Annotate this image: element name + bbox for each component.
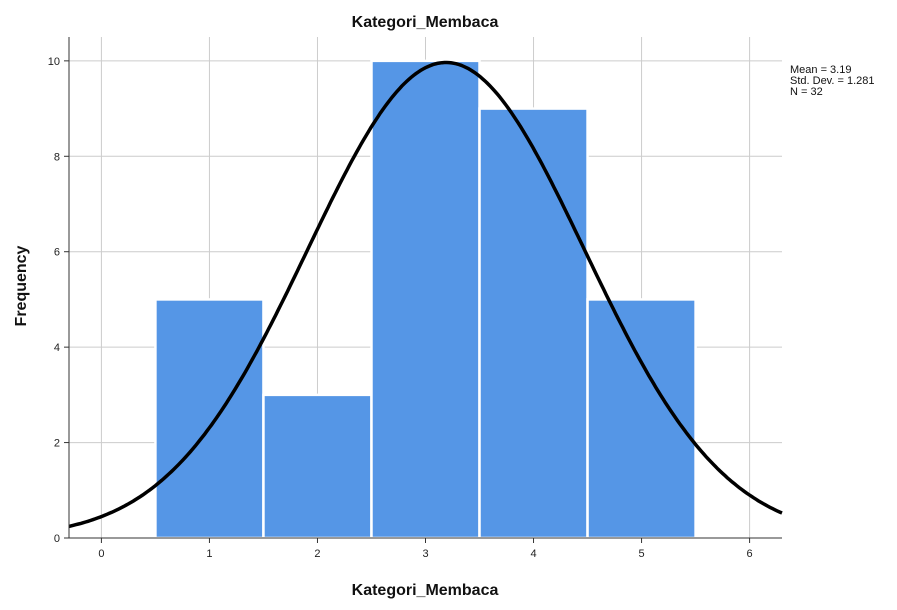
y-tick-label: 2 <box>54 438 60 450</box>
x-tick-label: 5 <box>638 548 644 560</box>
histogram-bar <box>586 298 697 540</box>
x-tick-label: 2 <box>314 548 320 560</box>
normal-curve <box>68 60 783 529</box>
x-tick-label: 6 <box>747 548 753 560</box>
y-tick-label: 0 <box>54 533 60 545</box>
y-tick-label: 8 <box>54 151 60 163</box>
histogram-bar <box>370 59 481 540</box>
x-axis-title: Kategori_Membaca <box>352 582 499 599</box>
y-axis-title: Frequency <box>13 245 30 326</box>
y-tick-label: 4 <box>54 342 60 354</box>
stats-label: N = 32 <box>790 86 823 98</box>
chart-title: Kategori_Membaca <box>352 14 499 31</box>
histogram-bar <box>154 298 265 540</box>
axes <box>64 37 782 543</box>
normal-curve-layer <box>68 60 783 529</box>
tick-labels: 0 1 2 3 4 5 6 0 2 4 6 8 10 <box>48 56 753 560</box>
histogram-bar <box>478 107 589 540</box>
x-tick-label: 0 <box>98 548 104 560</box>
x-tick-label: 1 <box>206 548 212 560</box>
x-tick-label: 4 <box>530 548 536 560</box>
bars <box>154 59 697 540</box>
histogram-bar <box>262 393 373 540</box>
y-tick-label: 6 <box>54 247 60 259</box>
x-tick-label: 3 <box>422 548 428 560</box>
stats-label: Std. Dev. = 1.281 <box>790 75 875 87</box>
y-tick-label: 10 <box>48 56 60 68</box>
stats-label: Mean = 3.19 <box>790 64 851 76</box>
